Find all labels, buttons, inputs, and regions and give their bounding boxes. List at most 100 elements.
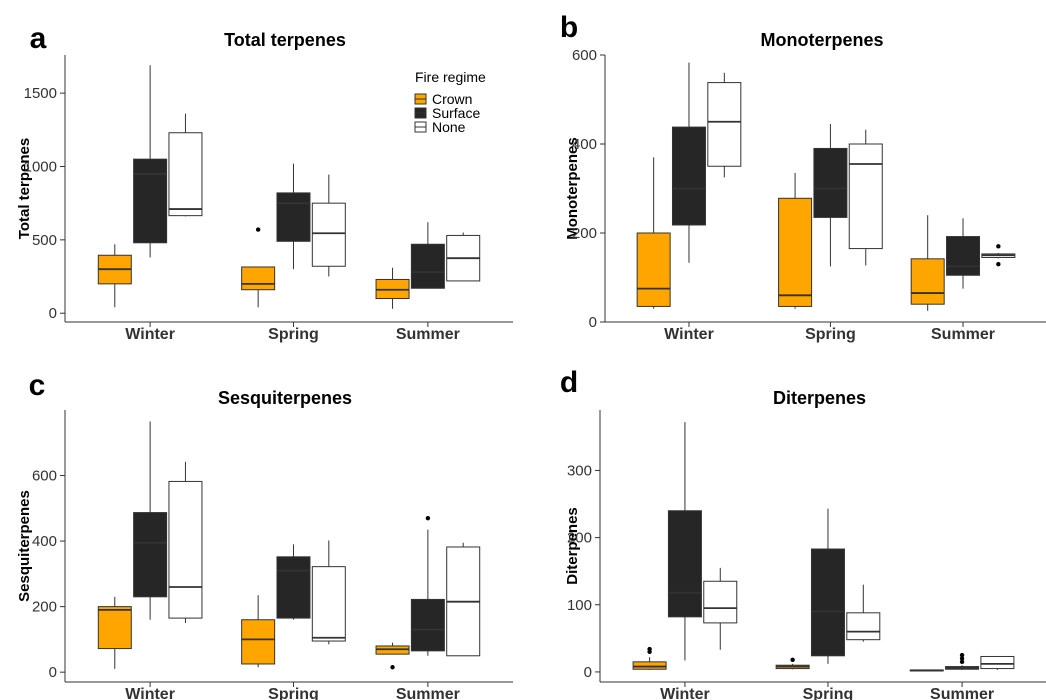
panel-b: b Monoterpenes Monoterpenes 0 200 400 600 Winte…: [560, 11, 1046, 343]
x-tick-label: Summer: [930, 686, 994, 700]
box-surface-spring: [276, 163, 311, 270]
box-surface-summer: [410, 222, 445, 289]
box-crown-winter: [636, 157, 671, 309]
box-rect: [703, 580, 738, 624]
legend-label: Crown: [432, 91, 472, 107]
panel-title: Sesquiterpenes: [218, 388, 352, 408]
outlier-point: [255, 227, 261, 232]
box-surface-summer: [945, 652, 980, 670]
panel-a: a Total terpenes Total terpenes 0 500 1000 150…: [16, 22, 513, 343]
outlier-point: [647, 646, 652, 652]
box-crown-spring: [241, 227, 276, 308]
box-none-spring: [311, 540, 346, 645]
outlier-point: [996, 244, 1001, 249]
box-surface-spring: [810, 508, 845, 664]
box-rect: [168, 132, 203, 217]
y-tick-label: 200: [567, 530, 592, 547]
x-tick-label: Summer: [396, 326, 460, 343]
y-tick-label: 200: [572, 225, 597, 242]
legend-label: Surface: [432, 105, 480, 121]
box-none-summer: [446, 232, 481, 282]
box-surface-spring: [813, 123, 848, 267]
box-rect: [276, 192, 311, 242]
outlier-point: [959, 652, 965, 658]
box-surface-winter: [133, 421, 168, 620]
outlier-point: [390, 665, 395, 670]
y-tick-label: 1000: [24, 158, 57, 175]
outlier-point: [959, 656, 965, 661]
outlier-point: [996, 261, 1001, 267]
box-crown-summer: [375, 642, 410, 670]
box-rect: [848, 143, 883, 250]
legend-title: Fire regime: [415, 69, 486, 85]
y-tick-label: 0: [49, 305, 57, 322]
box-surface-winter: [133, 65, 168, 258]
y-tick-label: 600: [572, 47, 597, 64]
box-rect: [910, 258, 945, 305]
y-axis-label: Monoterpenes: [564, 137, 581, 240]
y-tick-label: 100: [567, 597, 592, 614]
y-tick-label: 200: [32, 599, 57, 616]
box-rect: [133, 158, 168, 244]
y-tick-label: 0: [584, 664, 592, 681]
box-none-summer: [980, 655, 1015, 670]
x-tick-label: Spring: [805, 326, 856, 343]
y-tick-label: 400: [572, 136, 597, 153]
box-rect: [846, 612, 881, 641]
x-tick-label: Summer: [396, 686, 460, 700]
outlier-point: [790, 657, 795, 663]
outlier-point: [959, 659, 965, 665]
box-none-summer: [446, 542, 481, 657]
box-crown-spring: [241, 595, 276, 668]
x-tick-label: Winter: [664, 326, 714, 343]
legend-label: None: [432, 119, 466, 135]
box-rect: [778, 197, 813, 307]
y-axis-label: Total terpenes: [16, 138, 33, 239]
box-rect: [707, 82, 742, 167]
panel-title: Diterpenes: [773, 388, 866, 408]
x-tick-label: Winter: [125, 686, 175, 700]
box-surface-winter: [667, 422, 702, 661]
box-surface-summer: [410, 515, 445, 656]
box-rect: [168, 480, 203, 619]
box-surface-winter: [671, 62, 706, 263]
x-tick-label: Spring: [268, 326, 319, 343]
panel-title: Total terpenes: [224, 30, 346, 50]
box-rect: [671, 126, 706, 226]
box-rect: [241, 266, 276, 291]
box-crown-spring: [775, 657, 810, 670]
x-tick-label: Winter: [660, 686, 710, 700]
y-tick-label: 600: [32, 468, 57, 485]
box-rect: [410, 243, 445, 289]
box-crown-summer: [910, 215, 945, 311]
y-tick-label: 500: [32, 232, 57, 249]
box-none-summer: [981, 244, 1016, 267]
y-tick-label: 0: [49, 664, 57, 681]
box-rect: [667, 510, 702, 618]
box-crown-winter: [97, 596, 132, 669]
box-rect: [133, 512, 168, 598]
box-rect: [813, 147, 848, 218]
box-none-winter: [168, 461, 203, 624]
box-none-spring: [848, 129, 883, 266]
y-tick-label: 400: [32, 533, 57, 550]
box-rect: [241, 619, 276, 665]
x-tick-label: Winter: [125, 326, 175, 343]
y-tick-label: 0: [589, 314, 597, 331]
panel-title: Monoterpenes: [760, 30, 883, 50]
box-none-winter: [168, 113, 203, 217]
box-crown-summer: [375, 267, 410, 309]
panel-d: d Diterpenes Diterpenes 0 100 200 300 Winter Spr…: [560, 366, 1046, 700]
box-crown-summer: [909, 669, 944, 672]
outlier-point: [425, 515, 431, 521]
x-tick-label: Spring: [803, 686, 854, 700]
box-rect: [636, 232, 671, 307]
y-tick-label: 1500: [24, 85, 57, 102]
box-rect: [632, 661, 667, 670]
box-none-spring: [846, 584, 881, 642]
x-tick-label: Summer: [931, 326, 995, 343]
panel-letter: d: [560, 366, 578, 399]
box-crown-spring: [778, 172, 813, 309]
